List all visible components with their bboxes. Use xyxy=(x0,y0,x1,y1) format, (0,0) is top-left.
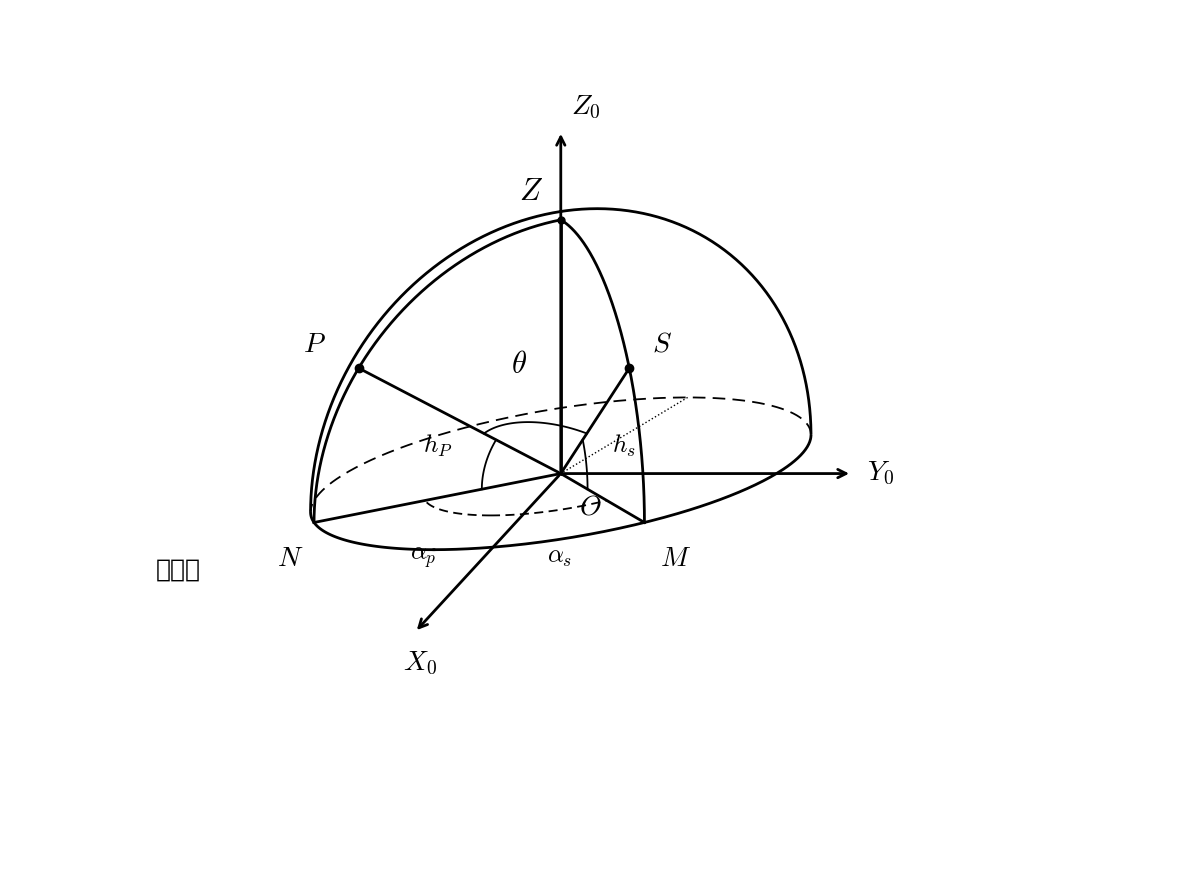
Text: $\alpha_p$: $\alpha_p$ xyxy=(410,545,436,571)
Text: $M$: $M$ xyxy=(660,545,691,572)
Text: $X_0$: $X_0$ xyxy=(403,650,437,677)
Text: $S$: $S$ xyxy=(652,331,672,358)
Text: $Y_0$: $Y_0$ xyxy=(867,460,895,487)
Text: $N$: $N$ xyxy=(277,545,303,572)
Text: $P$: $P$ xyxy=(303,331,326,358)
Text: $h_P$: $h_P$ xyxy=(423,432,453,459)
Text: $h_s$: $h_s$ xyxy=(611,432,635,459)
Text: $Z_0$: $Z_0$ xyxy=(571,94,601,121)
Text: $\alpha_s$: $\alpha_s$ xyxy=(547,545,572,569)
Text: $O$: $O$ xyxy=(578,494,601,521)
Text: $Z$: $Z$ xyxy=(519,176,543,207)
Text: $\theta$: $\theta$ xyxy=(512,349,527,381)
Text: 地平面: 地平面 xyxy=(155,558,200,582)
